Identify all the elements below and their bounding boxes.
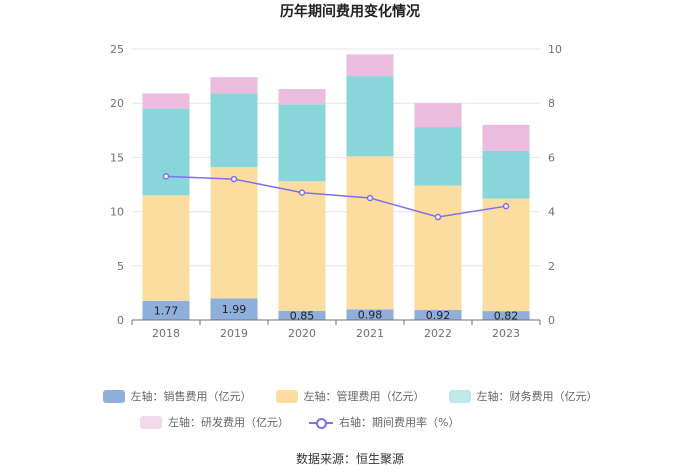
x-tick-label: 2019 <box>220 327 248 340</box>
rate-point <box>230 175 238 183</box>
legend-label-sales: 左轴：销售费用（亿元） <box>130 390 252 403</box>
legend-item-sales[interactable]: 左轴：销售费用（亿元） <box>102 388 252 404</box>
bar-segment-finance <box>142 108 190 196</box>
x-tick-label: 2020 <box>288 327 316 340</box>
legend-swatch-rate <box>309 416 333 429</box>
rate-point <box>502 202 510 210</box>
legend-label-rate: 右轴：期间费用率（%） <box>339 416 460 429</box>
bar-segment-sales <box>346 309 394 320</box>
legend-label-finance: 左轴：财务费用（亿元） <box>476 390 598 403</box>
left-y-tick-label: 10 <box>110 206 124 219</box>
right-y-tick-label: 0 <box>548 314 555 327</box>
x-tick-label: 2022 <box>424 327 452 340</box>
rate-point <box>434 213 442 221</box>
left-y-tick-label: 25 <box>110 43 124 56</box>
legend-item-rate[interactable]: 右轴：期间费用率（%） <box>309 414 459 430</box>
legend-swatch-admin <box>275 389 298 403</box>
data-label: 0.92 <box>426 309 451 322</box>
legend-item-rd[interactable]: 左轴：研发费用（亿元） <box>140 414 289 430</box>
legend-item-admin[interactable]: 左轴：管理费用（亿元） <box>275 388 425 404</box>
bar-segment-finance <box>346 76 394 157</box>
x-tick-label: 2021 <box>356 327 384 340</box>
rate-point <box>366 194 374 202</box>
bar-segment-admin <box>482 198 530 312</box>
data-labels: 1.77 1.99 0.85 0.98 0.92 0.82 <box>154 303 519 322</box>
right-y-tick-label: 8 <box>548 97 555 110</box>
bar-segment-finance <box>414 127 462 186</box>
x-tick-label: 2023 <box>492 327 520 340</box>
bar-segment-rd <box>346 54 394 77</box>
data-source: 数据来源：恒生聚源 <box>295 452 404 466</box>
bar-segment-admin <box>142 195 190 301</box>
bar-segment-finance <box>278 104 326 182</box>
data-label: 1.99 <box>222 303 247 316</box>
bar-segment-rd <box>482 124 530 151</box>
legend-swatch-finance <box>448 389 471 403</box>
axes: 2018 2019 2020 2021 2022 2023 0 5 10 15 20 25 0 2 4 6 8 1… <box>110 43 562 340</box>
bar-segment-finance <box>482 150 530 199</box>
right-y-tick-label: 4 <box>548 206 555 219</box>
bar-segment-admin <box>414 185 462 311</box>
data-label: 0.98 <box>358 309 383 322</box>
bar-segment-sales <box>142 300 190 320</box>
right-y-tick-label: 6 <box>548 151 555 164</box>
legend-swatch-rd <box>140 415 162 429</box>
legend-item-finance[interactable]: 左轴：财务费用（亿元） <box>448 388 598 404</box>
legend-label-admin: 左轴：管理费用（亿元） <box>303 390 425 403</box>
bar-segment-rd <box>278 89 326 105</box>
left-y-tick-label: 20 <box>110 97 124 110</box>
bar-segment-admin <box>278 181 326 311</box>
bar-segment-rd <box>142 93 190 109</box>
rate-line <box>162 173 510 221</box>
legend: 左轴：销售费用（亿元） 左轴：管理费用（亿元） 左轴：财务费用（亿元） 左轴：研… <box>0 388 700 440</box>
bar-segment-sales <box>482 311 530 320</box>
right-y-tick-label: 2 <box>548 260 555 273</box>
bar-segment-admin <box>210 167 258 299</box>
grid-lines <box>132 48 540 267</box>
data-label: 1.77 <box>154 304 179 317</box>
data-label: 0.82 <box>494 310 519 323</box>
left-y-tick-label: 15 <box>110 151 124 164</box>
rate-point <box>298 189 306 196</box>
legend-label-rd: 左轴：研发费用（亿元） <box>168 416 289 429</box>
bar-segment-sales <box>278 310 326 320</box>
bar-segment-admin <box>346 156 394 310</box>
bar-series <box>142 54 530 320</box>
left-y-tick-label: 5 <box>117 260 124 273</box>
bar-segment-sales <box>414 310 462 320</box>
x-tick-label: 2018 <box>152 327 180 340</box>
bar-segment-rd <box>210 77 258 94</box>
rate-line-path <box>165 175 507 218</box>
chart-title: 历年期间费用变化情况 <box>280 3 420 20</box>
bar-segment-finance <box>210 93 258 168</box>
right-y-tick-label: 10 <box>548 43 562 56</box>
bar-segment-sales <box>210 298 258 320</box>
legend-swatch-sales <box>102 389 125 403</box>
rate-point <box>162 173 170 180</box>
bar-segment-rd <box>414 103 462 128</box>
data-label: 0.85 <box>290 309 315 322</box>
left-y-tick-label: 0 <box>117 314 124 327</box>
